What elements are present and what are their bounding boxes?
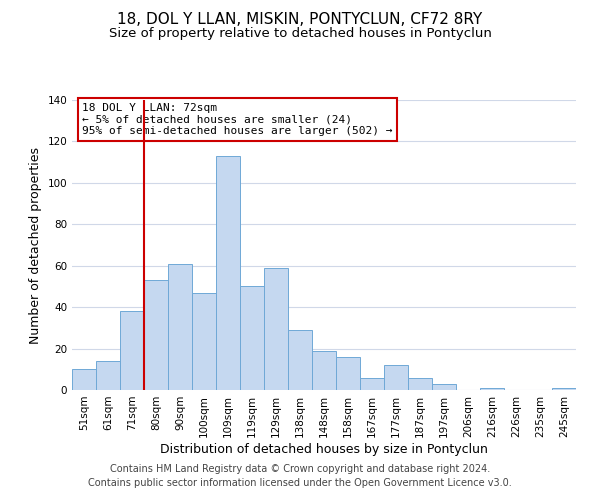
Bar	[72, 370, 96, 390]
Bar	[216, 156, 240, 390]
Bar	[336, 357, 360, 390]
Text: Contains HM Land Registry data © Crown copyright and database right 2024.
Contai: Contains HM Land Registry data © Crown c…	[88, 464, 512, 487]
Bar	[192, 292, 216, 390]
Bar	[552, 388, 576, 390]
Text: 18 DOL Y LLAN: 72sqm
← 5% of detached houses are smaller (24)
95% of semi-detach: 18 DOL Y LLAN: 72sqm ← 5% of detached ho…	[82, 103, 392, 136]
Bar	[360, 378, 384, 390]
Bar	[432, 384, 456, 390]
Bar	[96, 361, 120, 390]
Bar	[408, 378, 432, 390]
Text: 18, DOL Y LLAN, MISKIN, PONTYCLUN, CF72 8RY: 18, DOL Y LLAN, MISKIN, PONTYCLUN, CF72 …	[118, 12, 482, 28]
X-axis label: Distribution of detached houses by size in Pontyclun: Distribution of detached houses by size …	[160, 442, 488, 456]
Text: Size of property relative to detached houses in Pontyclun: Size of property relative to detached ho…	[109, 28, 491, 40]
Bar	[384, 365, 408, 390]
Bar	[240, 286, 264, 390]
Bar	[144, 280, 168, 390]
Bar	[480, 388, 504, 390]
Bar	[120, 312, 144, 390]
Bar	[312, 350, 336, 390]
Bar	[168, 264, 192, 390]
Bar	[288, 330, 312, 390]
Y-axis label: Number of detached properties: Number of detached properties	[29, 146, 42, 344]
Bar	[264, 268, 288, 390]
